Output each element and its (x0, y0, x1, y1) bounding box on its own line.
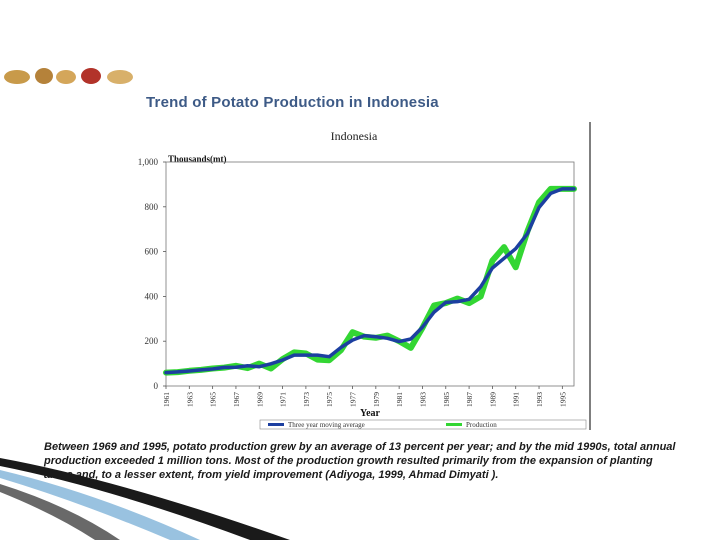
production-chart: Indonesia Thousands(mt) 0 200 400 600 800 1,0… (138, 122, 591, 430)
x-tick-label: 1963 (185, 392, 194, 407)
x-tick-label: 1961 (162, 392, 171, 407)
potato-icon (56, 70, 76, 84)
y-tick-label: 600 (145, 247, 159, 257)
y-tick-label: 800 (145, 202, 159, 212)
x-tick-label: 1967 (232, 392, 241, 407)
series-line-production (163, 185, 577, 376)
x-axis-label: Year (360, 408, 381, 419)
x-tick-label: 1979 (372, 392, 381, 407)
x-tick-label: 1973 (302, 392, 311, 407)
x-axis: 1961 1963 1965 1967 1969 1971 1973 1975 1977 1979… (162, 386, 567, 407)
series-layer (163, 185, 577, 376)
chart-unit-label: Thousands(mt) (168, 154, 227, 164)
potato-icon (107, 70, 133, 84)
y-tick-label: 400 (145, 291, 159, 301)
legend-box (259, 419, 587, 430)
legend: Three year moving average Production (259, 419, 587, 430)
x-tick-label: 1971 (279, 392, 288, 407)
x-tick-label: 1985 (442, 392, 451, 407)
x-tick-label: 1995 (558, 392, 567, 407)
x-tick-label: 1991 (512, 392, 521, 407)
x-tick-label: 1993 (535, 392, 544, 407)
caption-text: Between 1969 and 1995, potato production… (44, 441, 676, 482)
x-tick-label: 1983 (418, 392, 427, 407)
y-tick-label: 0 (154, 381, 159, 391)
series-line-moving-average (164, 187, 576, 375)
x-tick-label: 1989 (488, 392, 497, 407)
x-tick-label: 1987 (465, 392, 474, 407)
plot-area (165, 161, 575, 387)
potato-icon (35, 68, 53, 84)
red-potato-icon (81, 68, 101, 84)
potato-row (4, 68, 133, 84)
y-tick-label: 1,000 (138, 157, 159, 167)
legend-label: Three year moving average (288, 421, 365, 429)
x-tick-label: 1965 (209, 392, 218, 407)
y-tick-label: 200 (145, 336, 159, 346)
x-tick-label: 1977 (349, 392, 358, 407)
slide-title: Trend of Potato Production in Indonesia (146, 94, 439, 111)
chart-title: Indonesia (331, 129, 378, 143)
y-axis: 0 200 400 600 800 1,000 (138, 157, 166, 391)
x-tick-label: 1975 (325, 392, 334, 407)
legend-label: Production (466, 421, 497, 429)
x-tick-label: 1981 (395, 392, 404, 407)
potato-icon (4, 70, 30, 84)
x-tick-label: 1969 (255, 392, 264, 407)
